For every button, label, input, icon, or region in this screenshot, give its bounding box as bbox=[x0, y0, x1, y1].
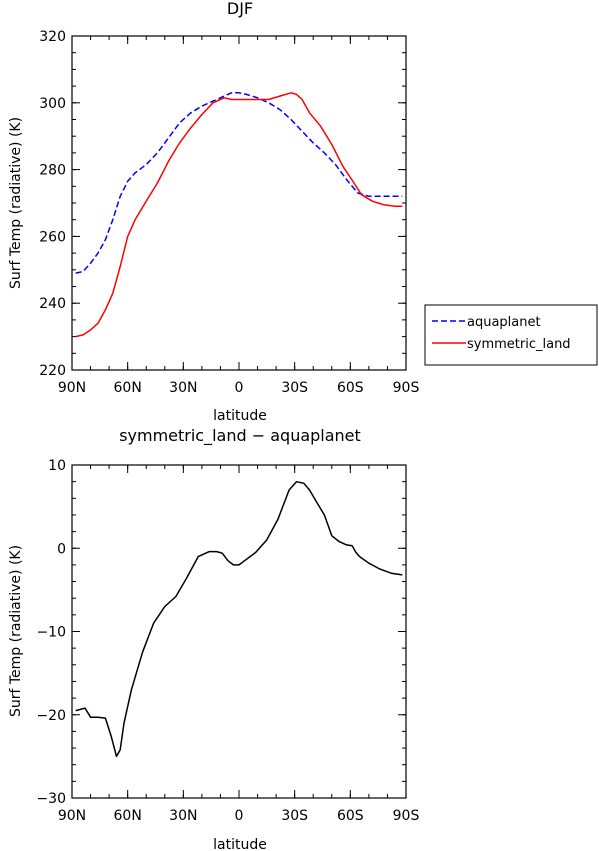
y-tick-label: 280 bbox=[39, 163, 66, 179]
legend: aquaplanet symmetric_land bbox=[424, 304, 598, 366]
x-tick-label: 60N bbox=[114, 808, 142, 824]
y-tick-label: −20 bbox=[36, 708, 66, 724]
y-axis-title: Surf Temp (radiative) (K) bbox=[8, 545, 24, 717]
y-tick-label: 0 bbox=[57, 541, 66, 557]
series-line-symmetric-land bbox=[75, 92, 403, 338]
x-tick-label: 60N bbox=[114, 380, 142, 396]
x-tick-label: 60S bbox=[337, 380, 364, 396]
legend-aquaplanet-label: aquaplanet bbox=[467, 315, 541, 330]
series-line-aquaplanet bbox=[75, 92, 403, 274]
legend-box bbox=[424, 304, 598, 366]
y-tick-label: 320 bbox=[39, 29, 66, 45]
plot-frame bbox=[71, 464, 407, 799]
x-tick-label: 60S bbox=[337, 808, 364, 824]
x-tick-label: 0 bbox=[235, 808, 244, 824]
x-tick-label: 90N bbox=[58, 808, 86, 824]
y-tick-label: 260 bbox=[39, 229, 66, 245]
y-tick-label: −30 bbox=[36, 791, 66, 807]
y-tick-label: 220 bbox=[39, 363, 66, 379]
x-tick-label: 30N bbox=[169, 808, 197, 824]
y-tick-label: 10 bbox=[48, 458, 66, 474]
top-chart-panel: DJF 90N 60N 30N 0 30S 60S 90S 220 240 260 280 300 32… bbox=[8, 0, 598, 424]
y-tick-label: −10 bbox=[36, 625, 66, 641]
legend-symmetric-land-label: symmetric_land bbox=[467, 337, 571, 352]
x-tick-label: 90S bbox=[393, 380, 420, 396]
x-tick-label: 0 bbox=[235, 380, 244, 396]
x-tick-label: 90N bbox=[58, 380, 86, 396]
x-tick-label: 30N bbox=[169, 380, 197, 396]
series-line-difference bbox=[75, 480, 403, 758]
bottom-chart-panel: symmetric_land − aquaplanet 90N 60N 30N 0 30… bbox=[8, 426, 419, 851]
chart-title: DJF bbox=[227, 0, 253, 18]
y-axis-title: Surf Temp (radiative) (K) bbox=[8, 117, 24, 289]
x-tick-label: 30S bbox=[281, 808, 308, 824]
chart-title: symmetric_land − aquaplanet bbox=[119, 426, 361, 446]
x-tick-label: 90S bbox=[393, 808, 420, 824]
x-axis-title: latitude bbox=[213, 408, 267, 424]
y-tick-label: 300 bbox=[39, 96, 66, 112]
x-axis-title: latitude bbox=[213, 837, 267, 851]
y-tick-label: 240 bbox=[39, 296, 66, 312]
x-tick-label: 30S bbox=[281, 380, 308, 396]
plot-frame bbox=[71, 35, 407, 371]
